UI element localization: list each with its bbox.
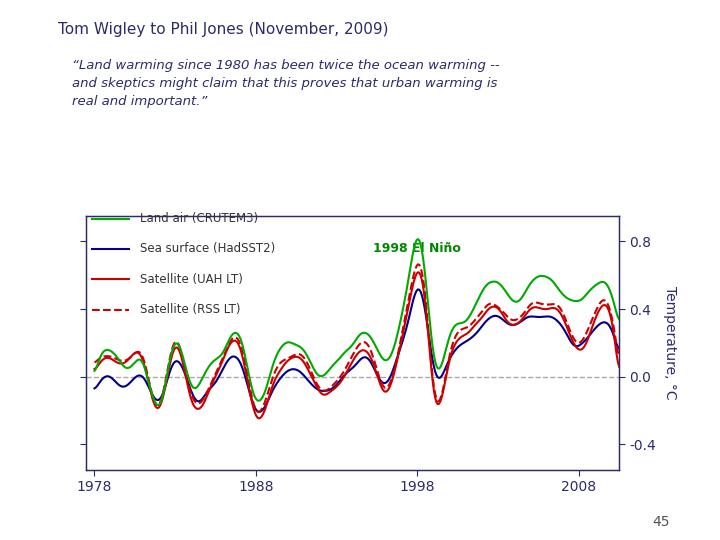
Y-axis label: Temperature, °C: Temperature, °C [663, 286, 678, 400]
Text: Sea surface (HadSST2): Sea surface (HadSST2) [140, 242, 275, 255]
Text: “Land warming since 1980 has been twice the ocean warming --
and skeptics might : “Land warming since 1980 has been twice … [72, 59, 500, 109]
Text: Satellite (RSS LT): Satellite (RSS LT) [140, 303, 240, 316]
Text: Land air (CRUTEM3): Land air (CRUTEM3) [140, 212, 258, 225]
Text: 1998 El Niño: 1998 El Niño [374, 242, 462, 255]
Text: 45: 45 [652, 515, 670, 529]
Text: Tom Wigley to Phil Jones (November, 2009): Tom Wigley to Phil Jones (November, 2009… [58, 22, 388, 37]
Text: Satellite (UAH LT): Satellite (UAH LT) [140, 273, 243, 286]
